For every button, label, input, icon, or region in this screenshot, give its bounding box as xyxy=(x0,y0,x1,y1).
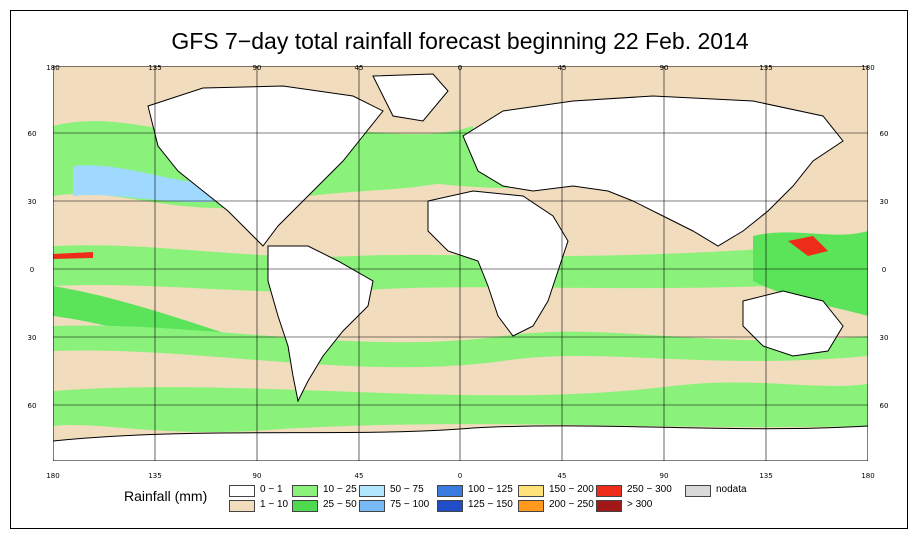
legend-swatch xyxy=(596,500,622,512)
legend-label: 1 − 10 xyxy=(260,499,289,510)
lat-tick-right: 60 xyxy=(880,130,889,138)
lon-tick-bottom: 180 xyxy=(861,472,874,480)
lat-tick-right: 30 xyxy=(880,198,889,206)
lon-tick-bottom: 135 xyxy=(148,472,161,480)
legend-swatch xyxy=(292,500,318,512)
legend-swatch xyxy=(518,485,544,497)
lon-tick-top: 90 xyxy=(253,64,262,72)
legend-label: 25 − 50 xyxy=(323,499,357,510)
north-america xyxy=(147,85,384,247)
greenland xyxy=(372,73,449,122)
map-title: GFS 7−day total rainfall forecast beginn… xyxy=(171,28,749,54)
legend-swatch xyxy=(229,485,255,497)
lon-tick-top: 45 xyxy=(355,64,364,72)
graticule xyxy=(53,66,868,461)
figure-frame xyxy=(10,10,908,529)
legend-swatch xyxy=(596,485,622,497)
lon-tick-bottom: 45 xyxy=(355,472,364,480)
lat-tick-left: 30 xyxy=(28,198,37,206)
heavy-rain-strip xyxy=(53,252,93,259)
lon-tick-top: 90 xyxy=(660,64,669,72)
legend-swatch xyxy=(359,485,385,497)
legend-swatch xyxy=(229,500,255,512)
legend-swatch xyxy=(437,485,463,497)
lon-tick-bottom: 0 xyxy=(458,472,462,480)
legend-label: 50 − 75 xyxy=(390,484,424,495)
legend-label: 10 − 25 xyxy=(323,484,357,495)
legend-label: 250 − 300 xyxy=(627,484,672,495)
legend-label: 100 − 125 xyxy=(468,484,513,495)
lat-tick-left: 0 xyxy=(30,266,34,274)
lat-tick-left: 60 xyxy=(28,130,37,138)
legend-label: nodata xyxy=(716,484,747,495)
legend-swatch xyxy=(437,500,463,512)
lon-tick-bottom: 135 xyxy=(759,472,772,480)
lon-tick-bottom: 90 xyxy=(660,472,669,480)
west-pacific-band xyxy=(753,231,868,316)
lon-tick-bottom: 45 xyxy=(558,472,567,480)
legend-label: 0 − 1 xyxy=(260,484,283,495)
legend-swatch xyxy=(685,485,711,497)
rainfall-map xyxy=(53,66,868,461)
lat-tick-right: 30 xyxy=(880,334,889,342)
legend-label: 150 − 200 xyxy=(549,484,594,495)
lon-tick-bottom: 90 xyxy=(253,472,262,480)
lon-tick-top: 135 xyxy=(759,64,772,72)
australia xyxy=(742,290,844,357)
legend-swatch xyxy=(359,500,385,512)
legend-title: Rainfall (mm) xyxy=(124,488,208,504)
north-pacific-heavy xyxy=(73,165,233,203)
legend-label: 75 − 100 xyxy=(390,499,430,510)
lon-tick-top: 45 xyxy=(558,64,567,72)
europe-asia xyxy=(462,95,844,247)
legend-swatch xyxy=(518,500,544,512)
south-america xyxy=(267,245,374,403)
lon-tick-top: 135 xyxy=(148,64,161,72)
legend-label: 200 − 250 xyxy=(549,499,594,510)
lat-tick-right: 60 xyxy=(880,402,889,410)
heavy-rain-cell xyxy=(788,236,828,256)
legend-label: > 300 xyxy=(627,499,653,510)
lon-tick-top: 180 xyxy=(861,64,874,72)
lat-tick-left: 30 xyxy=(28,334,37,342)
lat-tick-left: 60 xyxy=(28,402,37,410)
lon-tick-bottom: 180 xyxy=(46,472,59,480)
legend-swatch xyxy=(292,485,318,497)
africa xyxy=(427,190,569,337)
lon-tick-top: 0 xyxy=(458,64,462,72)
legend-label: 125 − 150 xyxy=(468,499,513,510)
lon-tick-top: 180 xyxy=(46,64,59,72)
lat-tick-right: 0 xyxy=(882,266,886,274)
